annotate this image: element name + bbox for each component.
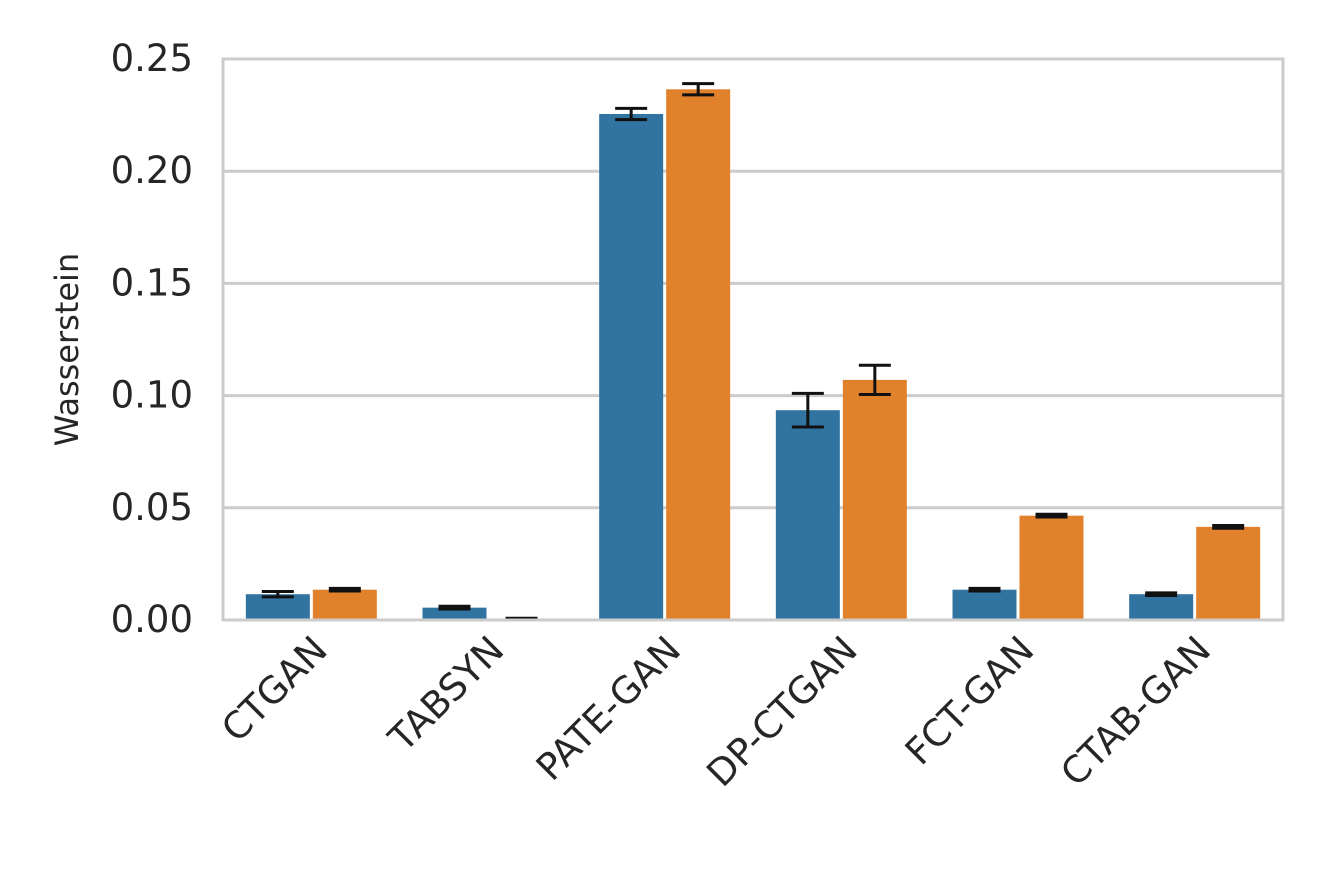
error-bar — [682, 82, 715, 97]
bar-ctab-gan-series-1 — [1129, 594, 1194, 620]
bar-ctab-gan-series-2 — [1196, 526, 1261, 620]
error-bar — [615, 106, 648, 122]
y-tick-label: 0.20 — [111, 149, 193, 192]
y-tick-label: 0.10 — [111, 374, 193, 417]
bar-dp-ctgan-series-1 — [775, 410, 840, 620]
error-bar — [968, 586, 1001, 593]
bars — [245, 89, 1261, 620]
bar-ctgan-series-1 — [245, 594, 310, 620]
bar-fct-gan-series-1 — [952, 589, 1017, 620]
bar-pate-gan-series-2 — [666, 89, 731, 620]
y-tick-label: 0.25 — [111, 37, 193, 80]
plot-area-frame — [221, 57, 1285, 622]
bar-pate-gan-series-1 — [599, 113, 664, 620]
bar-tabsyn-series-1 — [422, 607, 487, 620]
error-bar — [1035, 512, 1068, 519]
error-bar — [328, 586, 361, 593]
bar-dp-ctgan-series-2 — [842, 379, 907, 620]
y-tick-labels: 0.00 0.05 0.10 0.15 0.20 0.25 — [111, 37, 193, 641]
y-axis-label: Wasserstein — [48, 253, 86, 446]
y-tick-label: 0.15 — [111, 261, 193, 304]
error-bar — [791, 391, 824, 429]
error-bar — [1212, 524, 1245, 530]
bar-ctgan-series-2 — [312, 589, 377, 620]
error-bar — [1145, 591, 1178, 598]
error-bars — [261, 82, 1245, 622]
bar-fct-gan-series-2 — [1019, 515, 1084, 620]
error-bar — [858, 363, 891, 396]
y-tick-label: 0.00 — [111, 598, 193, 641]
error-bar — [261, 590, 294, 599]
y-tick-label: 0.05 — [111, 486, 193, 529]
error-bar — [438, 604, 471, 611]
